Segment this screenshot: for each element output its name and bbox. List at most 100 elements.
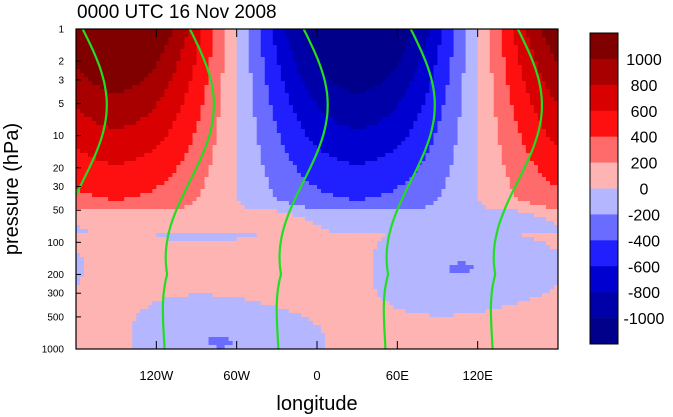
field-cell bbox=[236, 197, 242, 202]
field-cell bbox=[176, 305, 182, 310]
field-cell bbox=[116, 153, 121, 158]
field-cell bbox=[176, 297, 182, 302]
field-cell bbox=[204, 37, 210, 42]
field-cell bbox=[304, 73, 310, 78]
field-cell bbox=[136, 117, 141, 122]
field-cell bbox=[300, 301, 306, 306]
field-cell bbox=[300, 61, 306, 66]
field-cell bbox=[124, 49, 129, 54]
field-cell bbox=[256, 245, 262, 250]
field-cell bbox=[204, 285, 210, 290]
field-cell bbox=[160, 125, 165, 130]
field-cell bbox=[300, 297, 306, 302]
field-cell bbox=[232, 189, 238, 194]
field-cell bbox=[272, 193, 278, 198]
field-cell bbox=[92, 185, 97, 190]
field-cell bbox=[108, 97, 113, 102]
field-cell bbox=[308, 73, 314, 78]
field-cell bbox=[296, 241, 302, 246]
field-cell bbox=[144, 193, 149, 198]
field-cell bbox=[308, 337, 314, 342]
field-cell bbox=[96, 229, 101, 234]
field-cell bbox=[76, 337, 81, 342]
field-cell bbox=[280, 341, 286, 346]
field-cell bbox=[172, 177, 178, 182]
field-cell bbox=[204, 197, 210, 202]
field-cell bbox=[184, 217, 190, 222]
field-cell bbox=[272, 37, 278, 42]
field-cell bbox=[80, 297, 85, 302]
field-cell bbox=[312, 341, 318, 346]
field-cell bbox=[256, 145, 262, 150]
field-cell bbox=[224, 285, 230, 290]
field-cell bbox=[317, 325, 322, 330]
field-cell bbox=[288, 125, 294, 130]
field-cell bbox=[136, 169, 141, 174]
field-cell bbox=[208, 333, 214, 338]
field-cell bbox=[132, 101, 137, 106]
field-cell bbox=[292, 161, 298, 166]
field-cell bbox=[168, 273, 173, 278]
field-cell bbox=[100, 89, 105, 94]
field-cell bbox=[288, 105, 294, 110]
field-cell bbox=[200, 41, 206, 46]
field-cell bbox=[216, 241, 222, 246]
field-cell bbox=[172, 329, 178, 334]
field-cell bbox=[280, 233, 286, 238]
field-cell bbox=[176, 285, 182, 290]
field-cell bbox=[220, 341, 226, 346]
field-cell bbox=[184, 209, 190, 214]
field-cell bbox=[168, 129, 173, 134]
field-cell bbox=[248, 189, 254, 194]
field-cell bbox=[280, 293, 286, 298]
field-cell bbox=[264, 229, 270, 234]
field-cell bbox=[296, 285, 302, 290]
field-cell bbox=[196, 225, 202, 230]
field-cell bbox=[296, 89, 302, 94]
field-cell bbox=[236, 285, 242, 290]
field-cell bbox=[124, 241, 129, 246]
field-cell bbox=[212, 201, 218, 206]
field-cell bbox=[272, 309, 278, 314]
field-cell bbox=[288, 89, 294, 94]
field-cell bbox=[248, 173, 254, 178]
field-cell bbox=[124, 229, 129, 234]
field-cell bbox=[317, 277, 322, 282]
field-cell bbox=[76, 329, 81, 334]
field-cell bbox=[224, 277, 230, 282]
field-cell bbox=[120, 37, 125, 42]
field-cell bbox=[325, 37, 330, 42]
field-cell bbox=[252, 165, 258, 170]
field-cell bbox=[92, 341, 97, 346]
field-cell bbox=[184, 69, 190, 74]
field-cell bbox=[84, 289, 89, 294]
field-cell bbox=[200, 161, 206, 166]
field-cell bbox=[104, 69, 109, 74]
field-cell bbox=[312, 309, 318, 314]
field-cell bbox=[80, 161, 85, 166]
field-cell bbox=[188, 213, 194, 218]
field-cell bbox=[224, 125, 230, 130]
field-cell bbox=[124, 153, 129, 158]
field-cell bbox=[312, 317, 318, 322]
field-cell bbox=[80, 141, 85, 146]
field-cell bbox=[236, 305, 242, 310]
field-cell bbox=[232, 89, 238, 94]
field-cell bbox=[304, 45, 310, 50]
field-cell bbox=[232, 33, 238, 38]
field-cell bbox=[264, 345, 270, 349]
field-cell bbox=[252, 137, 258, 142]
field-cell bbox=[292, 201, 298, 206]
field-cell bbox=[124, 289, 129, 294]
field-cell bbox=[148, 293, 153, 298]
field-cell bbox=[108, 337, 113, 342]
field-cell bbox=[120, 333, 125, 338]
field-cell bbox=[120, 89, 125, 94]
field-cell bbox=[176, 137, 182, 142]
field-cell bbox=[92, 229, 97, 234]
field-cell bbox=[272, 245, 278, 250]
field-cell bbox=[292, 173, 298, 178]
field-cell bbox=[304, 149, 310, 154]
field-cell bbox=[76, 33, 81, 38]
field-cell bbox=[144, 273, 149, 278]
